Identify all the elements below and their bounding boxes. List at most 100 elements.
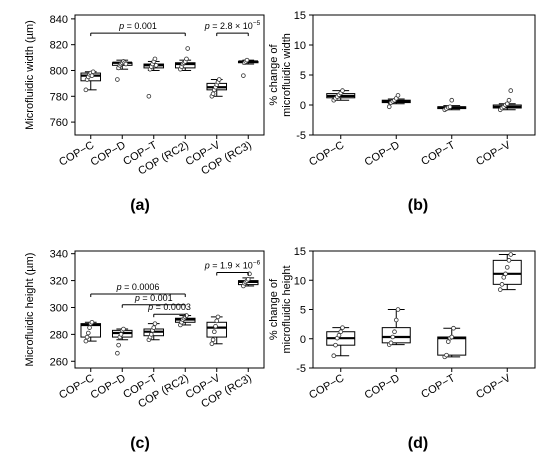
data-point	[115, 77, 120, 82]
box-0	[80, 69, 102, 93]
data-point	[504, 265, 510, 270]
data-point	[386, 104, 392, 110]
data-point	[149, 332, 154, 337]
x-tick-label: COP−C	[307, 139, 346, 169]
box-5	[237, 57, 259, 78]
x-tick-label: COP−T	[419, 139, 457, 168]
panel-label: (a)	[130, 197, 150, 214]
plot-frame	[312, 14, 536, 136]
y-axis-label: Microfluidic width (µm)	[24, 20, 36, 130]
data-point	[213, 324, 218, 329]
y-tick-label: 0	[300, 100, 306, 112]
p-symbol: p	[204, 261, 210, 271]
data-point	[84, 334, 90, 340]
box-2	[143, 321, 165, 343]
box-5	[237, 271, 259, 289]
data-point	[87, 325, 92, 330]
data-point	[86, 330, 91, 336]
x-tick-label: COP−D	[363, 139, 402, 169]
y-axis-label: Microfluidic height (µm)	[24, 253, 36, 367]
panel-c: 260 280 300 320 340 Microfluidic height (µm) C…	[24, 249, 265, 452]
data-point	[447, 104, 453, 110]
data-point	[89, 319, 95, 325]
box-body	[437, 336, 467, 356]
p-value: = 0.0003	[153, 302, 191, 312]
box-1	[381, 93, 411, 110]
p-value-label: p = 1.9 × 10−6	[204, 260, 261, 271]
box-3	[174, 313, 196, 328]
significance-annotation: p = 1.9 × 10−6	[204, 260, 261, 276]
box-4	[206, 314, 228, 347]
y-tick-label: 0	[300, 334, 306, 346]
y-tick-label: 300	[50, 302, 68, 314]
y-axis-label: microfluidic height	[281, 265, 293, 353]
p-symbol: p	[147, 302, 153, 312]
box-2	[437, 325, 467, 360]
data-point	[116, 342, 121, 348]
y-tick-label: 820	[50, 40, 68, 52]
data-point	[501, 275, 507, 280]
data-point	[241, 73, 246, 78]
significance-annotation: p = 0.001	[121, 293, 186, 308]
data-point	[121, 326, 126, 332]
data-point	[210, 337, 216, 343]
p-value-label: p = 2.8 × 10−5	[204, 20, 261, 31]
x-tick-label: COP−V	[474, 139, 513, 169]
p-value-label: p = 0.001	[134, 293, 173, 303]
p-exponent: −5	[253, 20, 261, 27]
data-point	[451, 325, 456, 331]
p-symbol: p	[204, 21, 210, 31]
y-tick-label: -5	[296, 130, 306, 142]
box-3	[174, 46, 196, 72]
significance-annotation: p = 0.0003	[147, 302, 191, 318]
data-point	[153, 63, 159, 68]
y-tick-label: 760	[50, 117, 68, 129]
p-value: = 0.0006	[122, 282, 160, 292]
data-point	[449, 334, 455, 340]
y-tick-label: 280	[50, 329, 68, 341]
data-point	[331, 353, 337, 359]
panel-a: 760 780 800 820 840 Microfluidic width (µm) CO…	[24, 14, 265, 214]
y-tick-label: 780	[50, 91, 68, 103]
data-point	[504, 101, 510, 107]
data-point	[244, 57, 250, 63]
data-point	[449, 97, 455, 103]
data-point	[503, 271, 508, 277]
p-symbol: p	[116, 282, 122, 292]
box-2	[437, 97, 467, 113]
data-point	[215, 314, 221, 320]
box-body	[381, 327, 411, 344]
box-2	[143, 56, 165, 99]
significance-annotation: p = 0.0006	[90, 282, 186, 298]
plot-frame	[74, 250, 265, 369]
y-tick-label: 5	[300, 305, 306, 317]
data-point	[216, 77, 222, 82]
p-value-label: p = 0.0006	[116, 282, 160, 292]
box-3	[492, 252, 522, 292]
box-1	[111, 59, 133, 82]
y-tick-label: 840	[50, 14, 68, 26]
data-point	[146, 93, 152, 99]
data-point	[245, 276, 251, 282]
y-tick-label: 5	[300, 70, 306, 82]
y-tick-label: 15	[294, 10, 306, 22]
y-tick-label: 320	[50, 276, 68, 288]
data-point	[214, 318, 220, 324]
x-tick-label: COP−C	[57, 372, 96, 402]
data-point	[395, 93, 401, 98]
x-tick-label: COP−V	[474, 372, 513, 402]
data-point	[83, 87, 89, 93]
box-0	[326, 325, 356, 359]
y-tick-label: 800	[50, 65, 68, 77]
box-0	[326, 88, 356, 103]
p-exponent: −6	[253, 260, 261, 267]
data-point	[210, 91, 216, 97]
plot-frame	[74, 14, 265, 136]
data-point	[508, 252, 514, 257]
y-tick-label: 260	[50, 356, 68, 368]
y-axis-label: % change of	[268, 43, 280, 105]
panel-label: (c)	[130, 435, 150, 452]
data-point	[90, 69, 96, 75]
data-point	[444, 352, 449, 358]
